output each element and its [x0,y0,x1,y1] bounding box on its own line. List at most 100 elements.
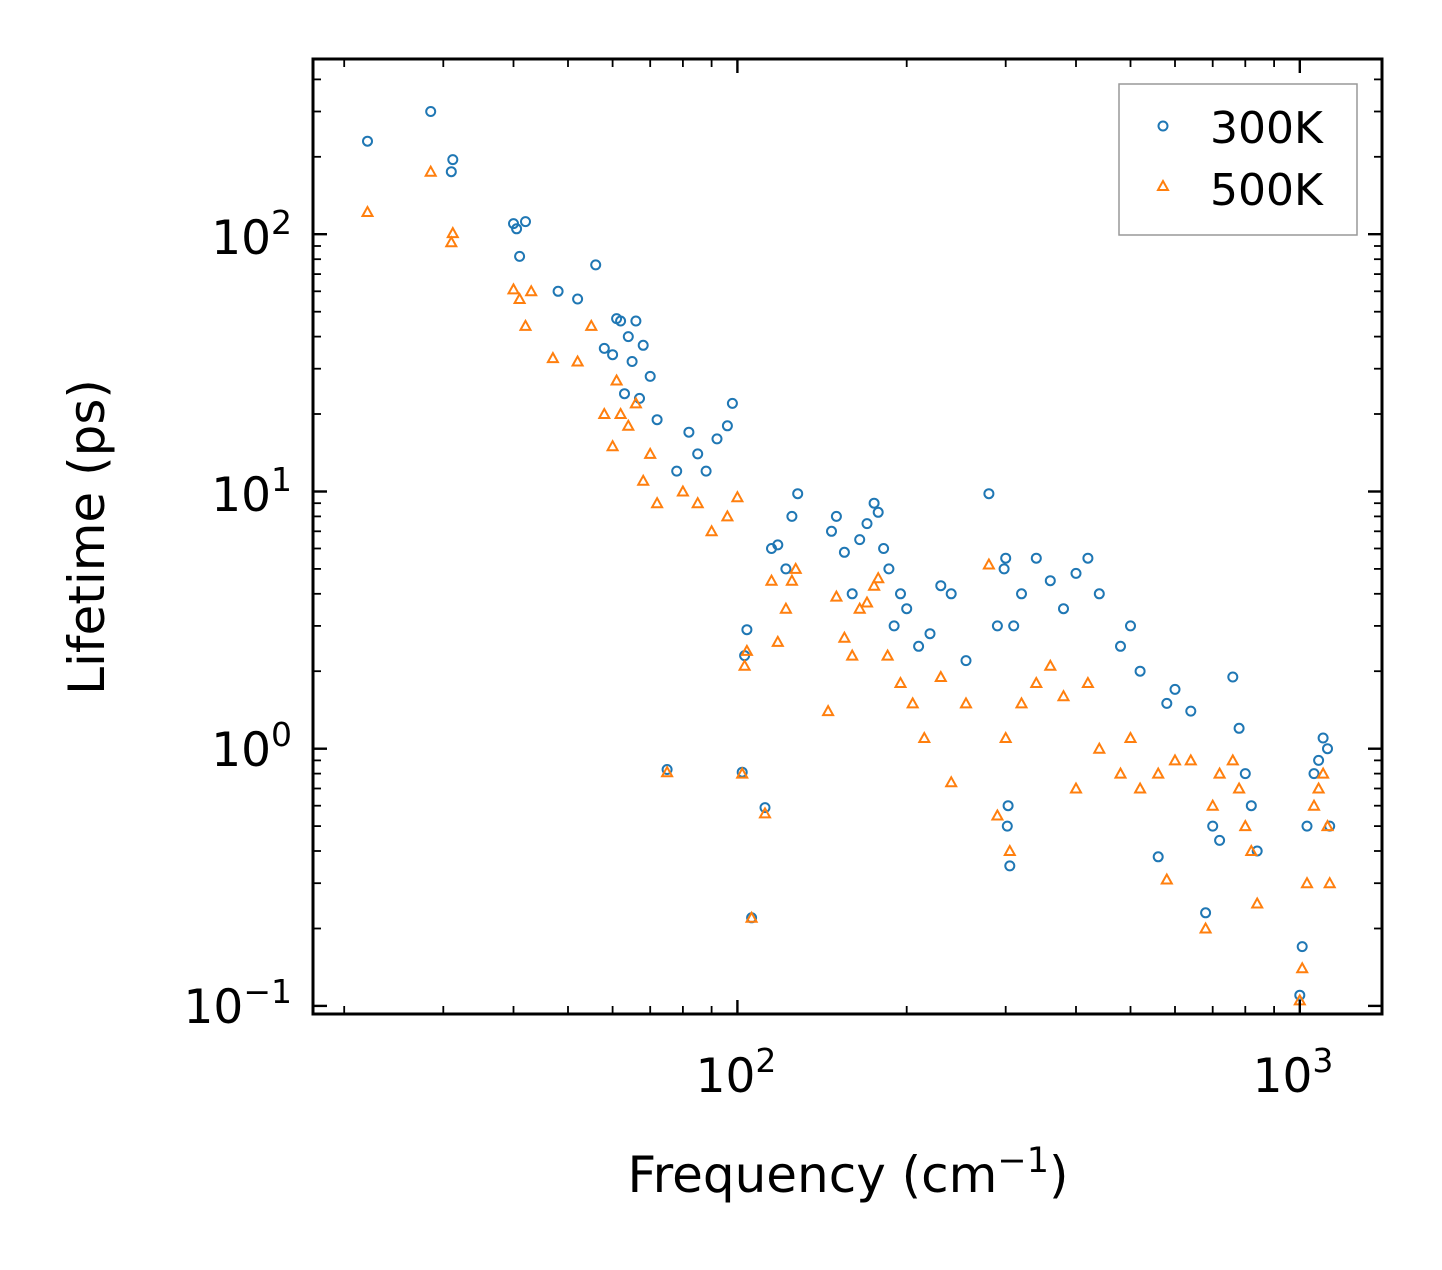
data-point-300k [607,349,619,361]
data-point-300k [1294,989,1306,1001]
data-point-300k [1161,697,1173,709]
data-points [360,106,1337,1006]
data-point-500k [1323,876,1337,889]
legend-marker-500k [1156,178,1170,191]
data-point-300k [786,510,798,522]
legend: 300K 500K [1118,83,1358,236]
data-point-300k [726,397,738,409]
data-point-300k [1058,603,1069,615]
data-point-300k [520,216,531,228]
data-point-300k [362,135,373,147]
data-point-300k [1239,768,1251,780]
data-point-500k [990,808,1005,821]
y-tick-label: 100 [211,715,292,778]
data-point-500k [1244,843,1258,856]
data-point-300k [1301,820,1313,832]
legend-box [1118,83,1358,236]
data-point-500k [597,406,611,419]
y-tick-labels: 10−1 100 101 102 [184,203,292,1035]
data-point-500k [660,765,674,778]
data-point-500k [609,373,624,386]
data-point-500k [853,601,867,614]
data-point-500k [629,396,643,409]
data-point-500k [1307,798,1321,811]
data-point-500k [720,509,735,522]
data-point-300k [1227,671,1239,683]
data-point-500k [524,284,538,297]
data-point-500k [829,589,844,602]
legend-marker-300k [1157,120,1169,132]
data-point-300k [1001,820,1013,832]
data-point-300k [1004,860,1016,872]
data-point-500k [1320,819,1335,832]
data-point-500k [906,696,920,709]
data-point-300k [772,539,784,551]
data-point-300k [511,223,523,235]
data-point-300k [1313,754,1325,766]
y-tick-label: 10−1 [184,972,292,1035]
data-point-500k [605,439,620,452]
x-tick-label: 102 [696,1041,777,1104]
data-point-500k [643,446,657,459]
data-point-300k [598,342,610,354]
data-point-500k [444,235,458,248]
data-point-500k [1043,658,1057,671]
data-point-300k [1245,800,1257,812]
data-point-300k [878,543,890,554]
y-tick-label: 102 [211,203,292,266]
data-point-500k [518,318,533,331]
data-point-300k [883,563,895,575]
data-point-500k [1232,781,1246,794]
data-point-300k [651,414,663,426]
data-point-500k [735,766,749,779]
data-point-500k [512,291,527,304]
data-point-500k [959,696,973,709]
data-point-500k [424,164,438,177]
data-point-300k [1308,768,1320,780]
data-point-300k [615,315,627,327]
data-point-300k [1115,640,1126,652]
data-point-500k [1069,781,1083,794]
data-point-300k [901,603,913,615]
data-point-300k [622,331,634,343]
data-point-300k [991,620,1003,632]
data-point-500k [785,573,799,586]
data-point-300k [759,802,771,814]
data-point-300k [619,388,630,400]
data-point-300k [1214,834,1226,846]
data-point-500k [821,704,835,717]
data-point-300k [683,426,695,438]
data-point-300k [830,510,842,522]
data-point-500k [1056,689,1071,702]
data-point-500k [1160,872,1174,885]
data-point-500k [1311,781,1326,794]
data-point-500k [1081,675,1095,688]
data-point-300k [895,588,906,600]
data-point-300k [868,497,880,509]
data-point-300k [1016,588,1027,600]
data-point-300k [630,315,642,327]
data-point-300k [661,764,673,775]
data-point-300k [780,563,792,575]
data-point-500k [744,910,759,923]
data-point-300k [945,588,957,600]
data-point-500k [613,406,628,419]
data-point-500k [867,578,881,591]
data-point-300k [861,518,873,530]
data-point-300k [846,588,858,600]
data-point-300k [741,624,753,636]
data-point-500k [1198,921,1213,934]
data-point-500k [621,418,635,431]
data-point-500k [771,634,785,647]
data-point-300k [792,488,804,500]
x-axis-label-main: Frequency (cm [627,1146,997,1204]
data-point-500k [917,730,931,743]
data-point-500k [730,490,745,503]
data-point-300k [637,339,649,351]
data-point-300k [1125,620,1136,632]
data-point-500k [570,354,585,367]
x-axis-label-superscript: −1 [997,1141,1049,1181]
data-point-500k [446,226,460,239]
data-point-300k [552,285,564,297]
